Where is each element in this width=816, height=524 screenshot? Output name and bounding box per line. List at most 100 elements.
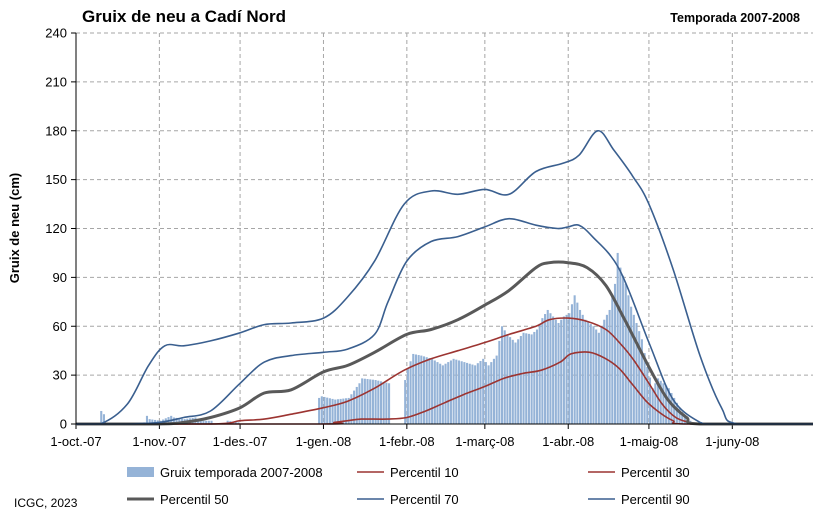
legend-label: Percentil 70: [390, 492, 459, 507]
snow-depth-bar: [603, 319, 606, 424]
snow-depth-bar: [527, 333, 530, 424]
snow-depth-bar: [320, 396, 323, 424]
snow-depth-bar: [353, 390, 356, 424]
snow-depth-bar: [573, 295, 576, 424]
snow-depth-bar: [422, 356, 426, 424]
legend: Gruix temporada 2007-2008 Percentil 10 Per…: [127, 465, 690, 507]
snow-depth-bar: [546, 309, 549, 424]
snow-depth-bar: [363, 378, 366, 424]
snow-depth-bar: [382, 381, 385, 424]
snow-depth-bar: [323, 396, 326, 424]
snow-depth-bar: [334, 399, 337, 424]
snow-depth-bar: [479, 361, 482, 424]
snow-depth-bar: [509, 337, 512, 424]
snow-depth-bar: [605, 314, 608, 424]
snow-depth-bar: [455, 359, 458, 424]
snow-depth-bar: [178, 418, 181, 424]
plot-area: 0 30 60 90 120 150 180 210 240 1-oct.-07 1-nov.-07…: [45, 26, 813, 449]
x-tick-label: 1-juny-08: [705, 434, 759, 449]
snow-depth-bar: [648, 377, 652, 424]
snow-depth-bar: [151, 419, 154, 424]
snow-depth-bar: [517, 339, 520, 424]
snow-depth-bar: [635, 322, 638, 424]
x-tick-label: 1-des.-07: [213, 434, 268, 449]
snow-depth-bar: [611, 296, 614, 424]
snow-depth-bar: [414, 354, 418, 424]
snow-depth-bar: [361, 378, 364, 424]
snow-depth-bar: [581, 314, 584, 424]
snow-depth-bar: [366, 379, 369, 424]
percentil-70-line: [76, 217, 813, 425]
snow-depth-bar: [207, 420, 210, 424]
snow-depth-bar: [172, 417, 175, 424]
y-tick-label: 120: [45, 221, 67, 236]
snow-depth-bar: [549, 313, 552, 424]
snow-depth-bar: [428, 358, 431, 424]
snow-depth-bar: [374, 380, 377, 424]
snow-depth-bar: [592, 326, 595, 424]
chart-title: Gruix de neu a Cadí Nord: [82, 7, 286, 26]
snow-depth-bar: [622, 275, 625, 424]
snow-depth-bar: [484, 362, 487, 424]
y-tick-label: 60: [53, 319, 67, 334]
snow-depth-bar: [519, 336, 522, 424]
legend-label: Gruix temporada 2007-2008: [160, 465, 323, 480]
snow-depth-bar: [584, 319, 587, 424]
snow-depth-bar: [506, 334, 509, 424]
snow-depth-bar: [449, 360, 452, 424]
snow-depth-bar: [154, 419, 157, 424]
snow-depth-bar: [568, 313, 571, 424]
y-tick-label: 90: [53, 270, 67, 285]
snow-depth-bar: [358, 383, 361, 424]
snow-depth-bar: [589, 324, 592, 424]
snow-depth-bar: [336, 399, 339, 424]
snow-depth-bar: [643, 353, 646, 424]
snow-depth-bar: [439, 363, 442, 424]
x-tick-label: 1-febr.-08: [379, 434, 435, 449]
snow-depth-bar: [619, 267, 622, 424]
legend-label: Percentil 30: [621, 465, 690, 480]
snow-depth-bar: [511, 339, 514, 424]
snow-depth-bar: [379, 381, 383, 424]
snow-depth-bar: [675, 402, 678, 424]
snow-depth-bar: [492, 358, 496, 424]
snow-depth-bar: [474, 365, 477, 424]
snow-depth-bar: [522, 332, 525, 424]
y-tick-label: 210: [45, 74, 67, 89]
snow-depth-bar: [331, 398, 334, 424]
snow-depth-bar: [640, 339, 643, 424]
snow-depth-bar: [476, 363, 479, 424]
snow-depth-bar: [326, 397, 329, 424]
snow-depth-bar: [355, 386, 358, 424]
snow-depth-bar: [452, 358, 455, 424]
x-tick-label: 1-març-08: [455, 434, 514, 449]
x-tick-label: 1-gen.-08: [296, 434, 352, 449]
snow-depth-bar: [148, 419, 151, 424]
snow-depth-bar: [627, 295, 630, 424]
snow-depth-bar: [350, 394, 353, 424]
snow-depth-bar: [503, 330, 506, 424]
snow-depth-bar: [377, 380, 380, 424]
legend-swatch-bar: [127, 467, 154, 477]
snow-depth-bar: [425, 357, 428, 424]
percentil-10-line: [76, 351, 813, 425]
snow-depth-bar: [237, 422, 240, 424]
y-tick-label: 180: [45, 123, 67, 138]
snow-depth-bar: [587, 321, 590, 424]
snow-depth-bar: [328, 398, 331, 424]
snow-depth-bar: [210, 420, 213, 424]
snow-depth-bar: [100, 410, 103, 424]
snow-depth-bar: [595, 329, 598, 424]
snow-depth-bar: [678, 407, 681, 424]
snow-depth-bar: [576, 302, 579, 424]
snow-depth-bar: [202, 420, 205, 424]
snow-depth-bar: [412, 353, 415, 424]
snow-depth-bar: [471, 364, 474, 424]
snow-depth-bar: [487, 365, 490, 424]
snow-depth-bar: [436, 362, 439, 424]
snow-depth-bar: [468, 363, 471, 424]
x-tick-label: 1-nov.-07: [132, 434, 186, 449]
snow-depth-bar: [530, 334, 533, 424]
